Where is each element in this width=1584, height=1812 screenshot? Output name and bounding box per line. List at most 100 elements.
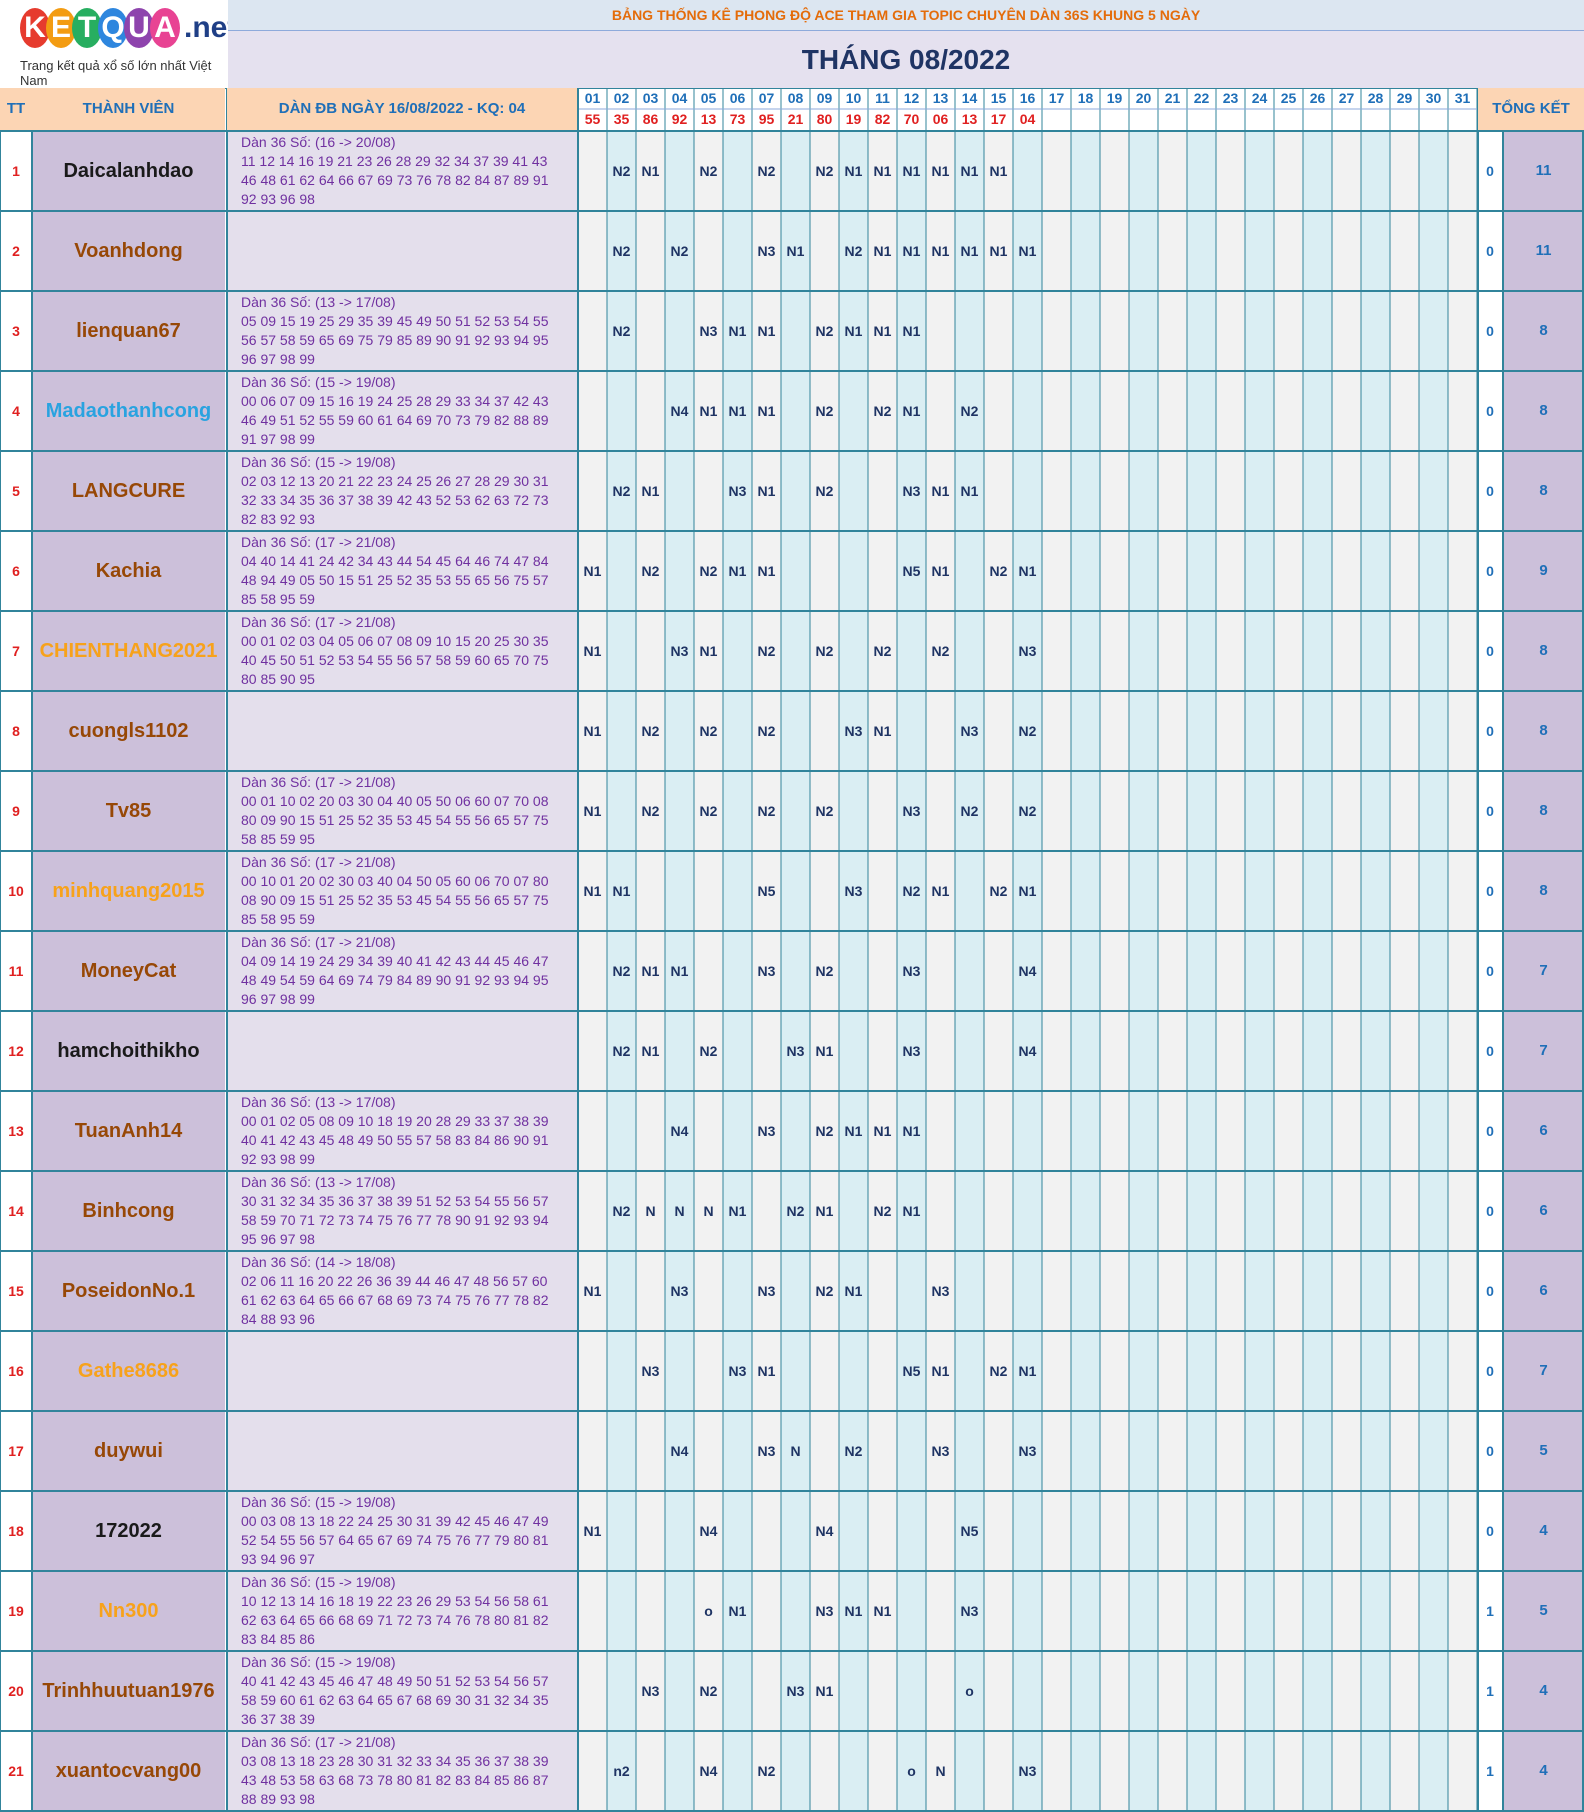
member-name[interactable]: LANGCURE: [71, 480, 186, 502]
day-mark: N2: [989, 1363, 1008, 1379]
day-result-value: [1129, 109, 1158, 130]
day-mark: N2: [960, 803, 979, 819]
day-column-background: [1274, 131, 1303, 1811]
member-cell-background: [32, 131, 225, 211]
day-mark: N1: [728, 403, 747, 419]
dan-line: Dàn 36 Số: (17 -> 21/08): [241, 534, 396, 550]
dan-line: Dàn 36 Số: (15 -> 19/08): [241, 1574, 396, 1590]
total-miss-count: 0: [1486, 643, 1494, 659]
day-mark: N4: [1018, 1043, 1037, 1059]
member-cell-background: [32, 1251, 225, 1331]
day-mark: N1: [1018, 563, 1037, 579]
member-name[interactable]: Voanhdong: [74, 240, 183, 262]
day-column-background: [897, 131, 926, 1811]
day-column-background: [1013, 131, 1042, 1811]
day-mark: N1: [815, 1043, 834, 1059]
day-mark: N1: [583, 1283, 602, 1299]
tt-cell-background: [0, 1491, 32, 1571]
member-name[interactable]: Madaothanhcong: [45, 400, 212, 422]
day-mark: N3: [786, 1683, 805, 1699]
member-name[interactable]: minhquang2015: [52, 880, 205, 902]
member-name[interactable]: PoseidonNo.1: [61, 1280, 196, 1302]
member-name[interactable]: lienquan67: [76, 320, 181, 342]
logo-letter: U: [124, 8, 154, 48]
total-hit-count: 8: [1539, 802, 1548, 819]
member-cell-background: [32, 771, 225, 851]
member-name[interactable]: duywui: [94, 1440, 163, 1462]
member-name[interactable]: Kachia: [95, 560, 162, 582]
day-result-value: 13: [961, 111, 978, 127]
member-name[interactable]: Nn300: [98, 1600, 159, 1622]
day-mark: N3: [902, 1043, 921, 1059]
day-mark: N2: [699, 723, 718, 739]
logo-wordmark: K E T Q U A .net: [20, 8, 237, 48]
total-hit-count: 11: [1535, 242, 1552, 259]
ketqua-logo[interactable]: K E T Q U A .net Trang kết quả xổ số lớn…: [0, 0, 237, 88]
member-name[interactable]: hamchoithikho: [57, 1040, 200, 1062]
member-name[interactable]: 172022: [95, 1520, 162, 1542]
tt-cell-background: [0, 531, 32, 611]
day-mark: N2: [757, 643, 776, 659]
total-left-cell-background: [1478, 851, 1502, 931]
day-mark: N3: [757, 243, 776, 259]
dan-cell-background: [227, 1731, 577, 1811]
day-mark: N3: [960, 1603, 979, 1619]
member-name[interactable]: Binhcong: [82, 1200, 175, 1222]
day-mark: N5: [902, 563, 921, 579]
dan-line: 58 85 59 95: [241, 831, 315, 847]
day-number-header: 09: [816, 90, 833, 106]
total-left-cell-background: [1478, 1091, 1502, 1171]
total-right-cell-background: [1503, 1731, 1584, 1811]
total-left-cell-background: [1478, 211, 1502, 291]
dan-cell-background: [227, 1011, 577, 1091]
dan-line: Dàn 36 Số: (17 -> 21/08): [241, 774, 396, 790]
member-name[interactable]: cuongls1102: [68, 720, 189, 742]
total-right-cell-background: [1503, 371, 1584, 451]
dan-cell-background: [227, 611, 577, 691]
dan-cell-background: [227, 691, 577, 771]
total-miss-count: 0: [1486, 243, 1494, 259]
dan-numbers: Dàn 36 Số: (13 -> 17/08) 00 01 02 05 08 0…: [241, 1093, 575, 1169]
day-mark: N2: [815, 643, 834, 659]
day-mark: N1: [931, 563, 950, 579]
day-number-header: 12: [903, 90, 920, 106]
member-name[interactable]: TuanAnh14: [74, 1120, 183, 1142]
row-number: 9: [12, 803, 20, 819]
member-name[interactable]: Gathe8686: [77, 1360, 180, 1382]
day-mark: N3: [757, 1283, 776, 1299]
day-mark: N1: [844, 323, 863, 339]
day-mark: N4: [815, 1523, 834, 1539]
member-name[interactable]: Trinhhuutuan1976: [42, 1680, 215, 1702]
member-name[interactable]: Daicalanhdao: [63, 160, 194, 182]
dan-line: Dàn 36 Số: (16 -> 20/08): [241, 134, 396, 150]
row-number: 20: [8, 1683, 24, 1699]
total-miss-count: 0: [1486, 1203, 1494, 1219]
member-name[interactable]: CHIENTHANG2021: [39, 640, 218, 662]
member-name[interactable]: Tv85: [105, 800, 152, 822]
total-hit-count: 5: [1539, 1602, 1548, 1619]
day-result-value: 06: [932, 111, 949, 127]
dan-cell-background: [227, 291, 577, 371]
day-result-value: 21: [787, 111, 804, 127]
dan-numbers: Dàn 36 Số: (17 -> 21/08) 00 01 10 02 20 0…: [241, 773, 575, 849]
day-mark: N1: [583, 803, 602, 819]
member-cell-background: [32, 1331, 225, 1411]
member-name[interactable]: MoneyCat: [80, 960, 177, 982]
day-number-header: 18: [1077, 90, 1094, 106]
day-number-header: 21: [1164, 90, 1181, 106]
day-mark: N2: [815, 323, 834, 339]
tt-cell-background: [0, 691, 32, 771]
total-miss-count: 0: [1486, 1123, 1494, 1139]
member-name[interactable]: xuantocvang00: [55, 1760, 202, 1782]
day-mark: N: [703, 1203, 714, 1219]
day-mark: N1: [583, 643, 602, 659]
day-mark: N3: [786, 1043, 805, 1059]
logo-letter: T: [72, 8, 102, 48]
day-mark: N1: [844, 1283, 863, 1299]
day-mark: N2: [612, 163, 631, 179]
day-mark: N2: [815, 403, 834, 419]
day-result-value: [1071, 109, 1100, 130]
day-mark: N3: [1018, 1443, 1037, 1459]
member-cell-background: [32, 211, 225, 291]
dan-numbers: Dàn 36 Số: (17 -> 21/08) 00 10 01 20 02 3…: [241, 853, 575, 929]
